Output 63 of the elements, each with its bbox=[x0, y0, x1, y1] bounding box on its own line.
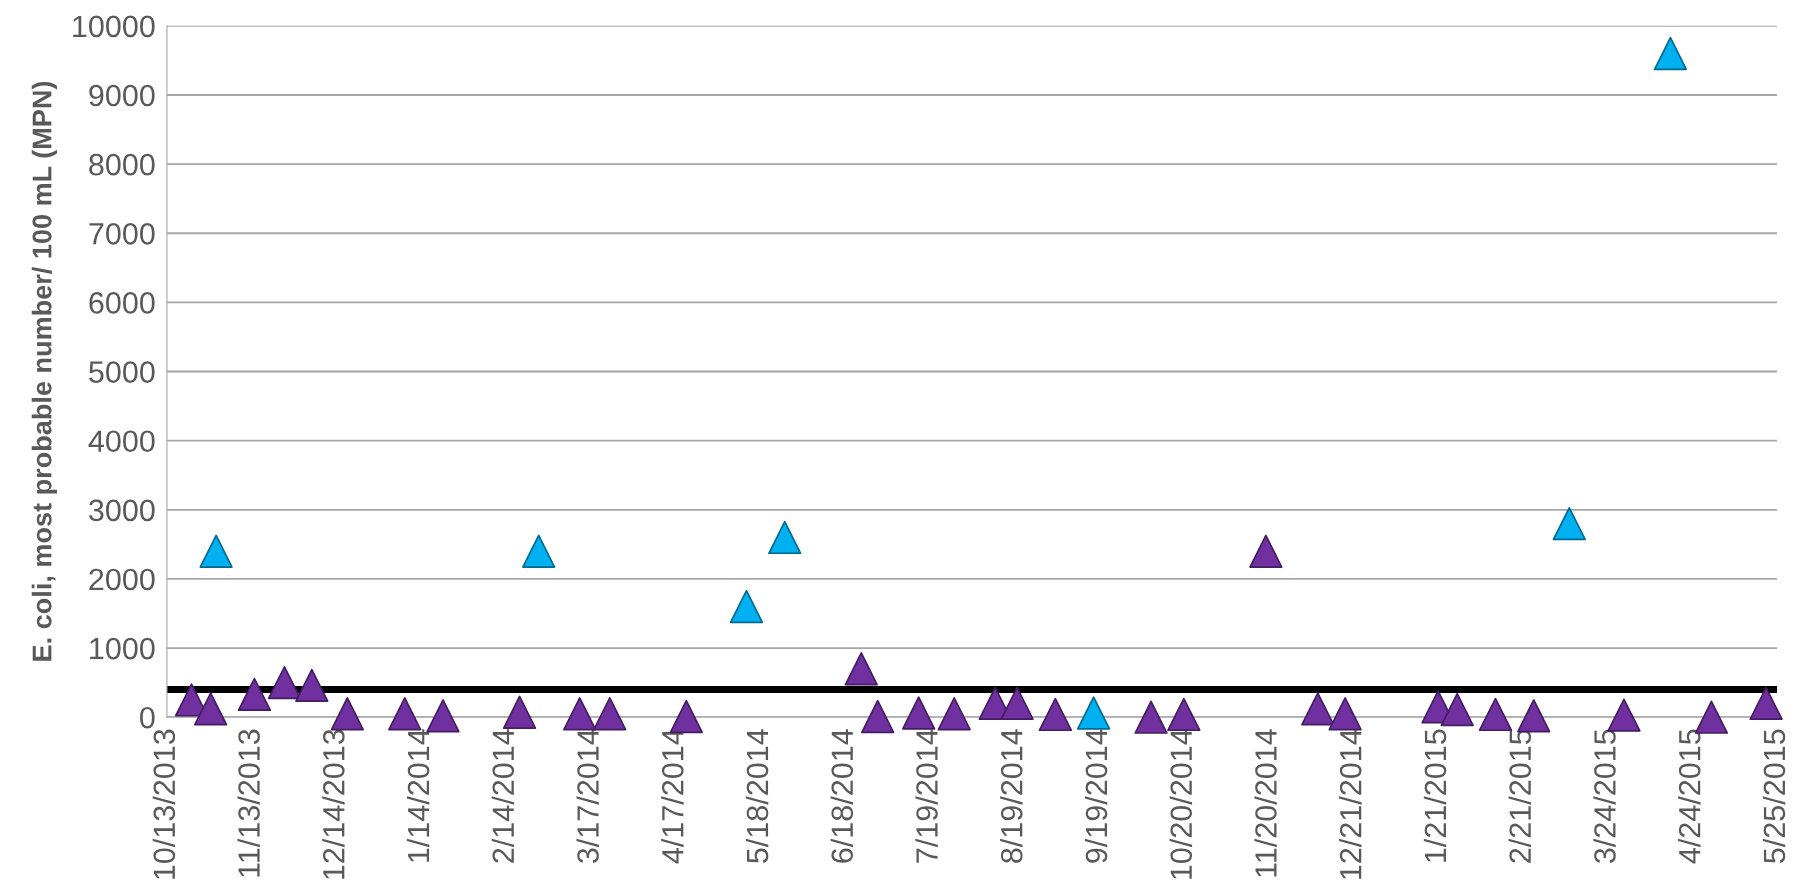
point bbox=[669, 699, 703, 734]
point bbox=[237, 677, 272, 712]
x-tick-label: 8/19/2014 bbox=[1000, 729, 1023, 863]
point bbox=[1653, 36, 1688, 71]
point bbox=[1328, 697, 1362, 731]
y-tick-label: 1000 bbox=[90, 637, 155, 660]
x-tick-label: 12/14/2013 bbox=[322, 729, 345, 879]
point bbox=[729, 589, 764, 624]
x-tick-label: 3/17/2014 bbox=[576, 729, 599, 864]
point bbox=[1249, 534, 1283, 568]
x-tick-label: 9/19/2014 bbox=[1084, 729, 1108, 863]
x-tick-label: 10/20/2014 bbox=[1169, 729, 1193, 879]
point bbox=[502, 695, 537, 729]
point bbox=[1749, 686, 1783, 721]
y-tick-label: 8000 bbox=[89, 153, 155, 176]
point bbox=[902, 696, 936, 730]
x-tick-label: 1/21/2015 bbox=[1423, 729, 1447, 862]
point bbox=[1167, 697, 1201, 732]
y-tick-label: 0 bbox=[140, 706, 155, 729]
point bbox=[593, 697, 627, 731]
point bbox=[844, 652, 878, 686]
point bbox=[199, 534, 233, 568]
x-tick-label: 5/25/2015 bbox=[1762, 729, 1786, 863]
point bbox=[1134, 700, 1168, 734]
point bbox=[563, 697, 597, 731]
x-tick-label: 4/24/2015 bbox=[1678, 729, 1701, 864]
point bbox=[768, 520, 802, 555]
point bbox=[1076, 696, 1111, 730]
point bbox=[1301, 692, 1335, 726]
x-tick-label: 11/13/2013 bbox=[237, 729, 260, 877]
x-tick-label: 3/24/2015 bbox=[1593, 729, 1616, 864]
y-tick-label: 9000 bbox=[89, 84, 155, 107]
y-tick-label: 10000 bbox=[73, 15, 155, 38]
x-tick-label: 5/18/2014 bbox=[745, 729, 769, 863]
point bbox=[330, 697, 365, 731]
x-tick-label: 2/21/2015 bbox=[1508, 729, 1532, 863]
point bbox=[1552, 506, 1586, 541]
y-tick-label: 3000 bbox=[89, 499, 155, 522]
x-tick-label: 4/17/2014 bbox=[661, 729, 684, 864]
x-tick-label: 2/14/2014 bbox=[491, 729, 515, 863]
y-axis-title: E. coli, most probable number/ 100 mL (MPN) bbox=[31, 81, 57, 661]
point bbox=[861, 699, 895, 734]
y-tick-label: 2000 bbox=[89, 568, 155, 591]
x-tick-label: 1/14/2014 bbox=[406, 729, 430, 862]
x-tick-label: 11/20/2014 bbox=[1254, 729, 1277, 877]
y-tick-label: 6000 bbox=[89, 292, 155, 314]
point bbox=[1000, 686, 1034, 721]
point bbox=[1478, 697, 1513, 732]
x-tick-label: 10/13/2013 bbox=[152, 729, 176, 879]
point bbox=[937, 697, 971, 731]
y-tick-label: 5000 bbox=[89, 361, 155, 383]
x-tick-label: 7/19/2014 bbox=[915, 729, 938, 863]
point bbox=[1038, 697, 1073, 732]
point bbox=[295, 668, 329, 703]
y-tick-label: 7000 bbox=[89, 222, 155, 245]
point bbox=[388, 697, 422, 731]
point bbox=[267, 665, 302, 700]
point bbox=[522, 534, 556, 568]
y-tick-label: 4000 bbox=[88, 430, 155, 453]
x-tick-label: 6/18/2014 bbox=[830, 729, 854, 863]
point bbox=[194, 692, 228, 726]
x-tick-label: 12/21/2014 bbox=[1339, 729, 1362, 879]
point bbox=[1440, 692, 1474, 727]
